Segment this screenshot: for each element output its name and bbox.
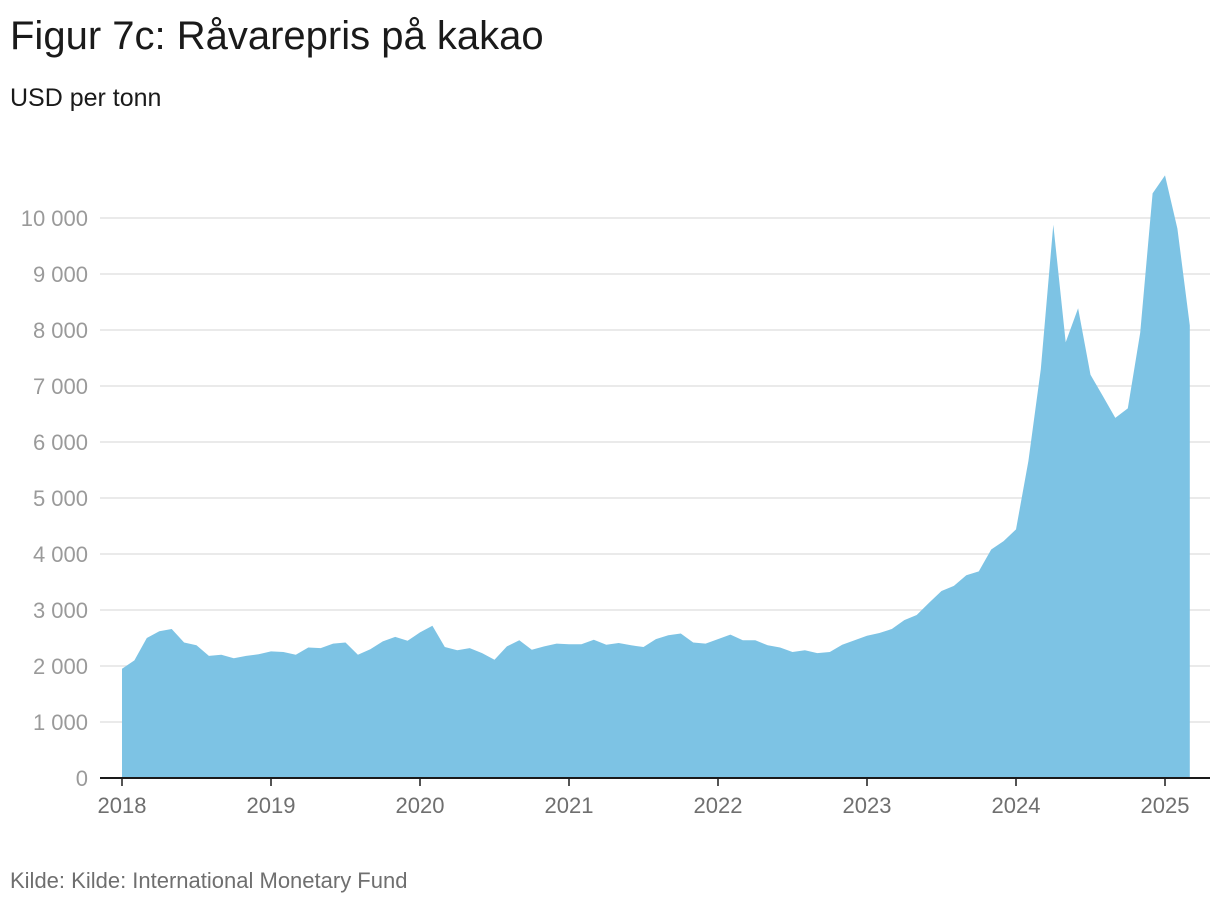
- y-tick-label: 10 000: [21, 206, 88, 231]
- x-tick-label: 2022: [694, 793, 743, 818]
- x-tick-label: 2024: [992, 793, 1041, 818]
- y-tick-label: 7 000: [33, 374, 88, 399]
- y-tick-label: 5 000: [33, 486, 88, 511]
- x-axis-ticks: 2018 2019 2020 2021 2022 2023 2024 2025: [98, 778, 1190, 818]
- chart-title: Figur 7c: Råvarepris på kakao: [10, 14, 544, 58]
- y-tick-label: 8 000: [33, 318, 88, 343]
- x-tick-label: 2020: [396, 793, 445, 818]
- y-tick-label: 9 000: [33, 262, 88, 287]
- source-note: Kilde: Kilde: International Monetary Fun…: [10, 868, 408, 893]
- y-tick-label: 3 000: [33, 598, 88, 623]
- y-tick-label: 2 000: [33, 654, 88, 679]
- y-tick-label: 6 000: [33, 430, 88, 455]
- x-tick-label: 2025: [1141, 793, 1190, 818]
- x-tick-label: 2019: [247, 793, 296, 818]
- area-fill: [122, 175, 1190, 778]
- x-tick-label: 2023: [843, 793, 892, 818]
- area-series: [122, 175, 1190, 778]
- chart-subtitle: USD per tonn: [10, 84, 162, 112]
- x-tick-label: 2018: [98, 793, 147, 818]
- y-tick-label: 1 000: [33, 710, 88, 735]
- y-axis-ticks: 0 1 000 2 000 3 000 4 000 5 000 6 000 7 000 8 00…: [21, 206, 88, 791]
- y-tick-label: 4 000: [33, 542, 88, 567]
- y-tick-label: 0: [76, 766, 88, 791]
- x-tick-label: 2021: [545, 793, 594, 818]
